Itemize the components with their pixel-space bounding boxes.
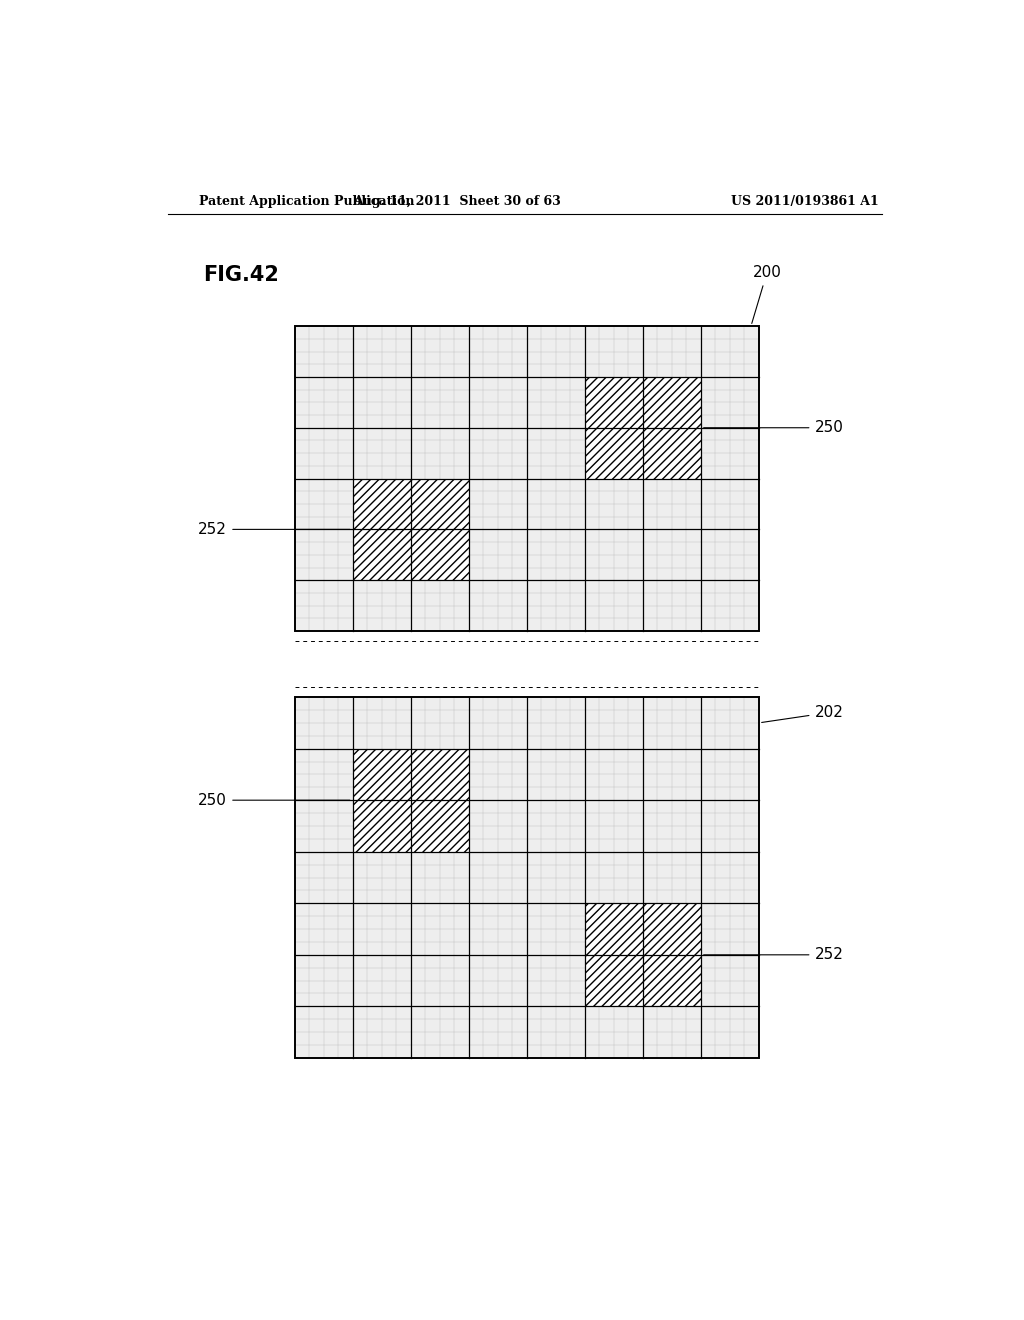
Text: 252: 252 (703, 948, 844, 962)
Text: 250: 250 (703, 420, 844, 436)
Bar (295, 697, 759, 1057)
Bar (352, 479, 411, 529)
Bar (585, 428, 643, 479)
Text: 252: 252 (199, 521, 350, 537)
Text: US 2011/0193861 A1: US 2011/0193861 A1 (731, 194, 879, 207)
Text: 200: 200 (752, 265, 781, 323)
Bar (352, 748, 411, 800)
Text: FIG.42: FIG.42 (204, 265, 280, 285)
Bar (643, 954, 700, 1006)
Bar (295, 326, 759, 631)
Bar (643, 428, 700, 479)
Bar (411, 479, 469, 529)
Bar (643, 378, 700, 428)
Text: 250: 250 (199, 793, 350, 808)
Bar (585, 378, 643, 428)
Bar (585, 954, 643, 1006)
Bar (352, 800, 411, 851)
Bar (295, 326, 759, 631)
Bar (411, 800, 469, 851)
Bar (585, 903, 643, 954)
Bar (411, 748, 469, 800)
Text: Patent Application Publication: Patent Application Publication (200, 194, 415, 207)
Bar (295, 697, 759, 1057)
Text: Aug. 11, 2011  Sheet 30 of 63: Aug. 11, 2011 Sheet 30 of 63 (353, 194, 561, 207)
Bar (643, 903, 700, 954)
Text: 202: 202 (762, 705, 844, 722)
Bar (352, 529, 411, 581)
Bar (411, 529, 469, 581)
